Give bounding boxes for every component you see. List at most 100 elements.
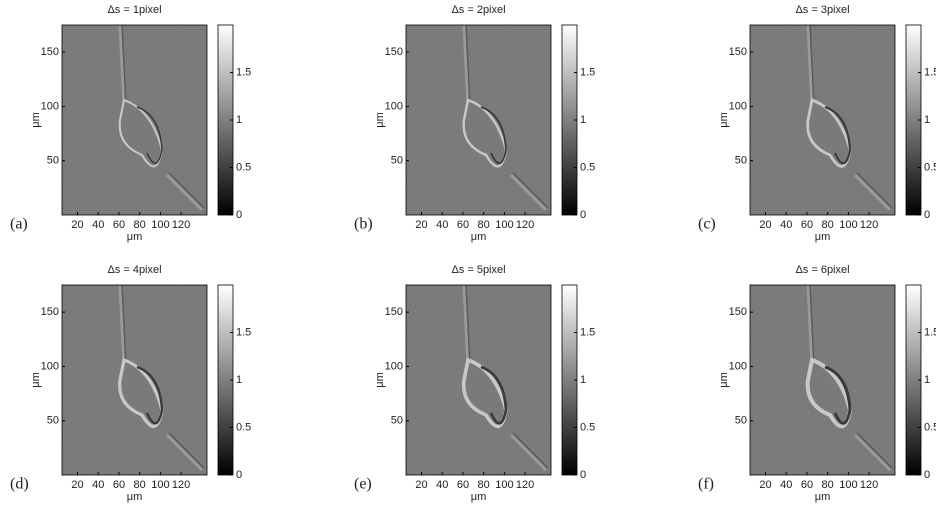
panel-title: Δs = 2pixel — [451, 4, 505, 16]
y-tick-label: 100 — [385, 360, 403, 372]
x-tick-label: 60 — [113, 219, 125, 231]
cell-body — [462, 98, 508, 168]
y-axis-label: μm — [30, 112, 42, 128]
y-axis-label: μm — [374, 372, 386, 388]
x-tick-label: 120 — [516, 219, 534, 231]
x-tick-label: 100 — [839, 219, 857, 231]
colorbar-tick-label: 1.5 — [236, 326, 251, 338]
y-axis-label: μm — [30, 372, 42, 388]
x-tick-label: 60 — [801, 479, 813, 491]
panel-label: (e) — [354, 476, 372, 493]
cell-body — [118, 357, 164, 428]
colorbar-tick-label: 1 — [924, 114, 930, 126]
y-tick-label: 150 — [41, 46, 59, 58]
colorbar-tick-label: 0.5 — [924, 421, 936, 433]
image-frame — [749, 284, 896, 476]
panel-label: (d) — [10, 476, 29, 493]
x-axis-label: μm — [815, 231, 831, 243]
cell-edge-dark — [136, 106, 163, 164]
colorbar-tick-label: 0.5 — [236, 421, 251, 433]
image-frame — [61, 24, 208, 216]
x-tick-label: 80 — [478, 219, 490, 231]
x-tick-label: 60 — [457, 479, 469, 491]
y-tick-label: 150 — [729, 46, 747, 58]
panel-title: Δs = 6pixel — [795, 264, 849, 276]
y-tick-label: 100 — [41, 360, 59, 372]
panel-title: Δs = 5pixel — [451, 264, 505, 276]
y-axis-label: μm — [374, 112, 386, 128]
x-tick-label: 60 — [457, 219, 469, 231]
panel-label: (b) — [354, 216, 373, 233]
x-tick-label: 120 — [172, 219, 190, 231]
y-tick-label: 50 — [391, 155, 403, 167]
x-tick-label: 60 — [801, 219, 813, 231]
x-axis-label: μm — [127, 491, 143, 503]
x-tick-label: 60 — [113, 479, 125, 491]
x-axis-label: μm — [815, 491, 831, 503]
x-tick-label: 40 — [780, 479, 792, 491]
cell-process-shadow — [121, 24, 205, 209]
x-tick-label: 100 — [839, 479, 857, 491]
x-tick-label: 20 — [71, 479, 83, 491]
y-tick-label: 150 — [729, 306, 747, 318]
y-tick-label: 100 — [729, 100, 747, 112]
image-frame — [749, 24, 896, 216]
x-tick-label: 80 — [822, 479, 834, 491]
y-tick-label: 100 — [729, 360, 747, 372]
colorbar-tick-label: 1.5 — [924, 66, 936, 78]
x-tick-label: 120 — [860, 479, 878, 491]
colorbar-tick-label: 0.5 — [924, 161, 936, 173]
panel-title: Δs = 1pixel — [107, 4, 161, 16]
x-tick-label: 40 — [436, 219, 448, 231]
x-tick-label: 100 — [151, 219, 169, 231]
x-tick-label: 80 — [822, 219, 834, 231]
cell-process — [806, 284, 892, 472]
y-axis-label: μm — [718, 372, 730, 388]
colorbar-tick-label: 1 — [580, 114, 586, 126]
image-frame — [61, 284, 208, 476]
y-tick-label: 50 — [47, 415, 59, 427]
y-tick-label: 100 — [41, 100, 59, 112]
y-tick-label: 50 — [391, 415, 403, 427]
colorbar-tick-label: 0.5 — [580, 421, 595, 433]
y-tick-label: 50 — [735, 415, 747, 427]
cell-body — [806, 98, 852, 168]
cell-process — [118, 284, 204, 472]
cell-edge-dark — [480, 365, 508, 425]
colorbar-tick-label: 1.5 — [236, 66, 251, 78]
x-tick-label: 20 — [415, 219, 427, 231]
cell-process — [118, 24, 204, 212]
x-axis-label: μm — [127, 231, 143, 243]
y-tick-label: 100 — [385, 100, 403, 112]
x-tick-label: 40 — [92, 479, 104, 491]
x-tick-label: 20 — [71, 219, 83, 231]
x-tick-label: 120 — [860, 219, 878, 231]
cell-process-shadow — [465, 284, 549, 469]
x-tick-label: 80 — [134, 479, 146, 491]
colorbar-tick-label: 0 — [580, 469, 586, 481]
x-axis-label: μm — [471, 231, 487, 243]
x-tick-label: 100 — [495, 479, 513, 491]
colorbar-tick-label: 1 — [236, 114, 242, 126]
y-tick-label: 150 — [385, 306, 403, 318]
image-frame — [405, 284, 552, 476]
panel-label: (f) — [698, 476, 714, 493]
cell-process — [462, 24, 548, 212]
cell-process-shadow — [121, 284, 205, 469]
x-tick-label: 120 — [172, 479, 190, 491]
colorbar-tick-label: 1.5 — [924, 326, 936, 338]
y-tick-label: 150 — [41, 306, 59, 318]
image-frame — [405, 24, 552, 216]
cell-body — [805, 357, 853, 429]
x-tick-label: 40 — [780, 219, 792, 231]
cell-process — [806, 24, 892, 212]
x-tick-label: 20 — [415, 479, 427, 491]
x-tick-label: 20 — [759, 219, 771, 231]
